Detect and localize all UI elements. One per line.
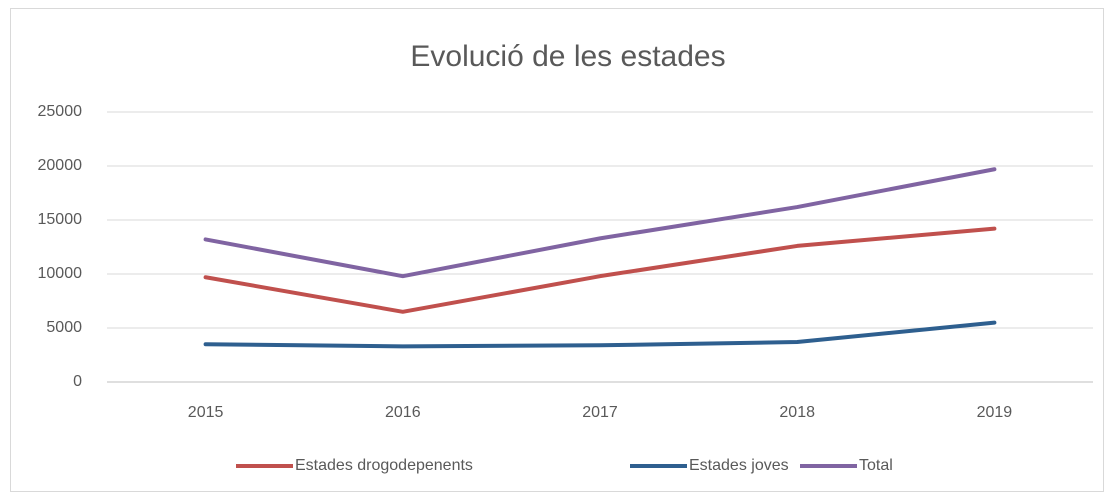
series-line xyxy=(203,167,997,279)
y-tick-label: 20000 xyxy=(38,157,83,174)
x-tick-label: 2015 xyxy=(188,404,224,421)
x-tick-label: 2019 xyxy=(977,404,1013,421)
legend-label: Estades joves xyxy=(689,457,789,474)
x-tick-label: 2017 xyxy=(582,404,618,421)
x-tick-label: 2018 xyxy=(779,404,815,421)
y-tick-label: 25000 xyxy=(38,103,83,120)
y-tick-label: 5000 xyxy=(46,319,82,336)
y-tick-label: 0 xyxy=(73,373,82,390)
legend-label: Estades drogodepenents xyxy=(295,457,473,474)
chart-frame xyxy=(10,8,1104,492)
legend-label: Total xyxy=(859,457,893,474)
y-tick-label: 15000 xyxy=(38,211,83,228)
chart-title: Evolució de les estades xyxy=(410,40,725,73)
x-tick-label: 2016 xyxy=(385,404,421,421)
series-line xyxy=(203,320,997,349)
y-tick-label: 10000 xyxy=(38,265,83,282)
series-line xyxy=(203,226,997,314)
